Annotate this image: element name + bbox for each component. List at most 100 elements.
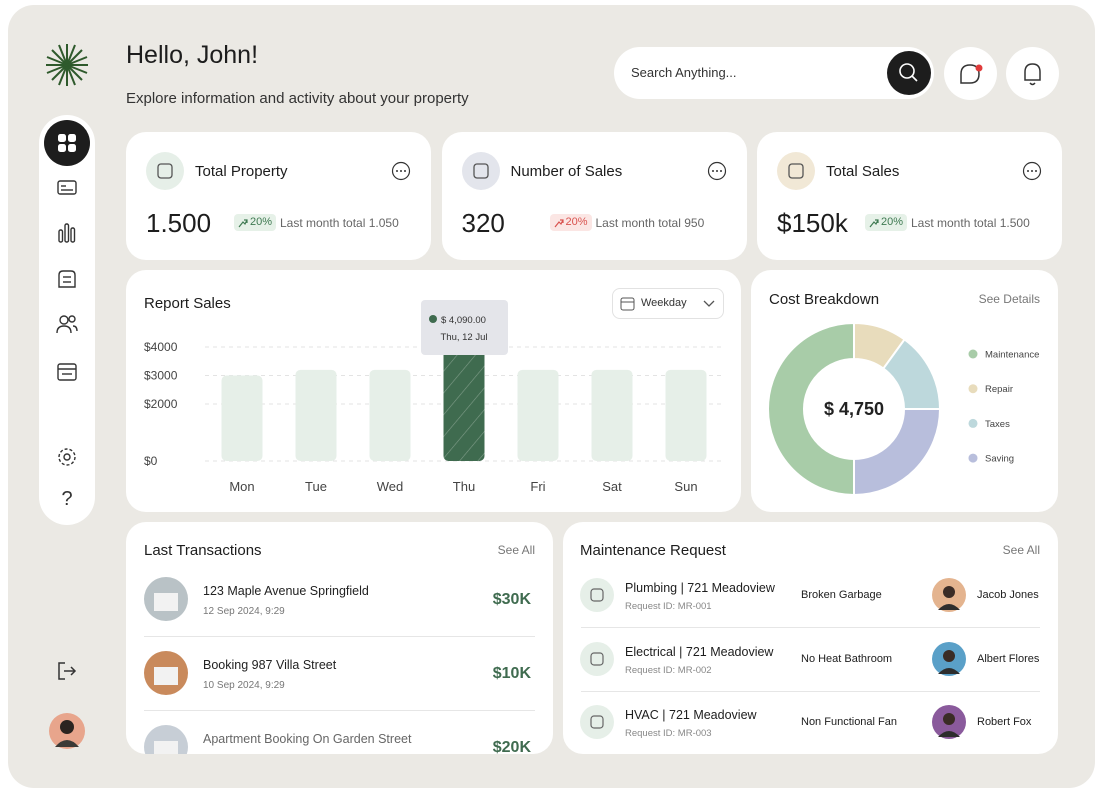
stat-note: Last month total 1.050 <box>280 216 399 230</box>
transaction-date: 10 Sep 2024, 9:29 <box>203 680 285 691</box>
more-button[interactable] <box>391 161 411 181</box>
donut-slice <box>767 321 855 497</box>
stat-title: Total Property <box>195 163 288 180</box>
transaction-amount: $20K <box>492 739 531 754</box>
bar <box>369 369 411 461</box>
more-button[interactable] <box>707 161 727 181</box>
change-badge: 20% <box>865 214 908 231</box>
cost-breakdown-card: Cost Breakdown See Details Maintenance Re… <box>751 270 1058 512</box>
stat-card: Total Property 1.500 20% Last month total 1… <box>126 132 431 260</box>
request-title: Plumbing | 721 Meadoview <box>625 581 775 595</box>
more-dot <box>400 170 402 172</box>
tooltip-dot <box>429 315 437 323</box>
request-id: Request ID: MR-001 <box>625 601 712 612</box>
filter-dropdown[interactable]: Weekday <box>612 288 724 319</box>
maintenance-card: Maintenance Request See All Plumbing | 7… <box>563 522 1058 754</box>
bar <box>443 344 485 461</box>
bar-chart: $0 $2000 $3000 $4000 Mon Tue Wed Thu Fri Sat Sun $ … <box>144 300 723 494</box>
thumb-house <box>154 667 178 685</box>
greeting: Hello, John! <box>126 41 259 69</box>
center-label: $ 4,750 <box>824 399 884 419</box>
stat-value: 320 <box>461 208 505 238</box>
avatar-head <box>943 649 955 662</box>
assignee-name: Albert Flores <box>977 652 1040 665</box>
report-sales-card: Report Sales Weekday $0 $2000 $3000 $4000 Mo… <box>126 270 741 512</box>
transaction-title: Booking 987 Villa Street <box>203 658 337 672</box>
filter-label: Weekday <box>641 297 687 309</box>
subtitle: Explore information and activity about y… <box>126 90 469 107</box>
icon-glyph <box>590 588 604 602</box>
transaction-date: 12 Sep 2024, 9:29 <box>203 606 285 617</box>
assignee-avatar <box>932 578 966 612</box>
request-id: Request ID: MR-003 <box>625 728 712 739</box>
nav-dashboard[interactable] <box>44 120 90 166</box>
see-details-link[interactable]: See Details <box>978 292 1040 306</box>
bar <box>221 375 263 461</box>
avatar-body <box>938 731 960 737</box>
bar <box>295 369 337 461</box>
property-thumbnail <box>144 577 188 621</box>
tooltip <box>421 300 508 355</box>
trend-arrow <box>554 219 564 228</box>
assignee-name: Robert Fox <box>977 716 1032 728</box>
x-tick-label: Thu <box>453 479 475 494</box>
notifications-button[interactable] <box>1006 47 1059 100</box>
messages-button[interactable] <box>944 47 997 100</box>
icon-bg <box>146 152 184 190</box>
request-issue: No Heat Bathroom <box>801 652 893 665</box>
search-button[interactable] <box>887 51 931 95</box>
y-tick-label: $4000 <box>144 340 178 354</box>
stat-card: Total Sales $150k 20% Last month total 1.50… <box>757 132 1062 260</box>
thumb-house <box>154 741 178 754</box>
legend-swatch <box>968 418 978 428</box>
user-avatar[interactable] <box>49 713 85 749</box>
category-icon <box>580 578 614 612</box>
y-tick-label: $0 <box>144 454 158 468</box>
thumb-house <box>154 593 178 611</box>
tooltip-value: $ 4,090.00 <box>441 315 486 326</box>
property-thumbnail <box>144 651 188 695</box>
more-dot <box>715 170 718 172</box>
more-ring <box>707 161 726 181</box>
logout-button[interactable] <box>56 660 78 682</box>
x-tick-label: Wed <box>377 479 404 494</box>
search-box[interactable]: Search Anything... <box>614 47 934 99</box>
more-ring <box>391 161 411 181</box>
avatar-head <box>943 586 955 598</box>
see-all-link[interactable]: See All <box>497 543 535 557</box>
svg-text:?: ? <box>61 488 72 510</box>
see-all-link[interactable]: See All <box>1002 543 1040 557</box>
donut-chart: Maintenance Repair Taxes Saving $ 4,750 <box>767 321 1039 497</box>
nav-help[interactable]: ? <box>56 487 78 513</box>
change-value: 20% <box>250 216 273 228</box>
tooltip-date: Thu, 12 Jul <box>441 332 488 343</box>
icon-bg <box>461 152 500 190</box>
avatar-body <box>938 667 960 674</box>
more-dot <box>404 170 406 172</box>
row-divider <box>581 627 1040 628</box>
icon-bg <box>777 152 815 190</box>
bar <box>591 369 633 461</box>
request-issue: Broken Garbage <box>801 589 882 601</box>
transaction-title: 123 Maple Avenue Springfield <box>203 584 369 598</box>
assignee-name: Jacob Jones <box>977 589 1039 601</box>
more-dot <box>396 170 398 172</box>
transaction-amount: $10K <box>492 665 531 682</box>
more-button[interactable] <box>1022 161 1042 181</box>
search-placeholder: Search Anything... <box>631 65 737 80</box>
nav-icons[interactable] <box>56 178 78 478</box>
legend-label: Repair <box>985 384 1013 395</box>
x-tick-label: Sat <box>602 479 622 494</box>
card-title: Last Transactions <box>144 542 262 559</box>
stat-title: Number of Sales <box>510 163 623 180</box>
sidebar: ? <box>39 115 95 525</box>
logo <box>46 44 88 86</box>
change-badge: 20% <box>234 214 277 231</box>
request-title: HVAC | 721 Meadoview <box>625 708 757 722</box>
change-badge: 20% <box>549 214 592 231</box>
stat-value: $150k <box>777 208 848 238</box>
row-divider <box>581 690 1040 692</box>
x-tick-label: Sun <box>674 479 697 494</box>
icon-glyph <box>590 715 604 729</box>
chart-title: Report Sales <box>144 295 231 312</box>
